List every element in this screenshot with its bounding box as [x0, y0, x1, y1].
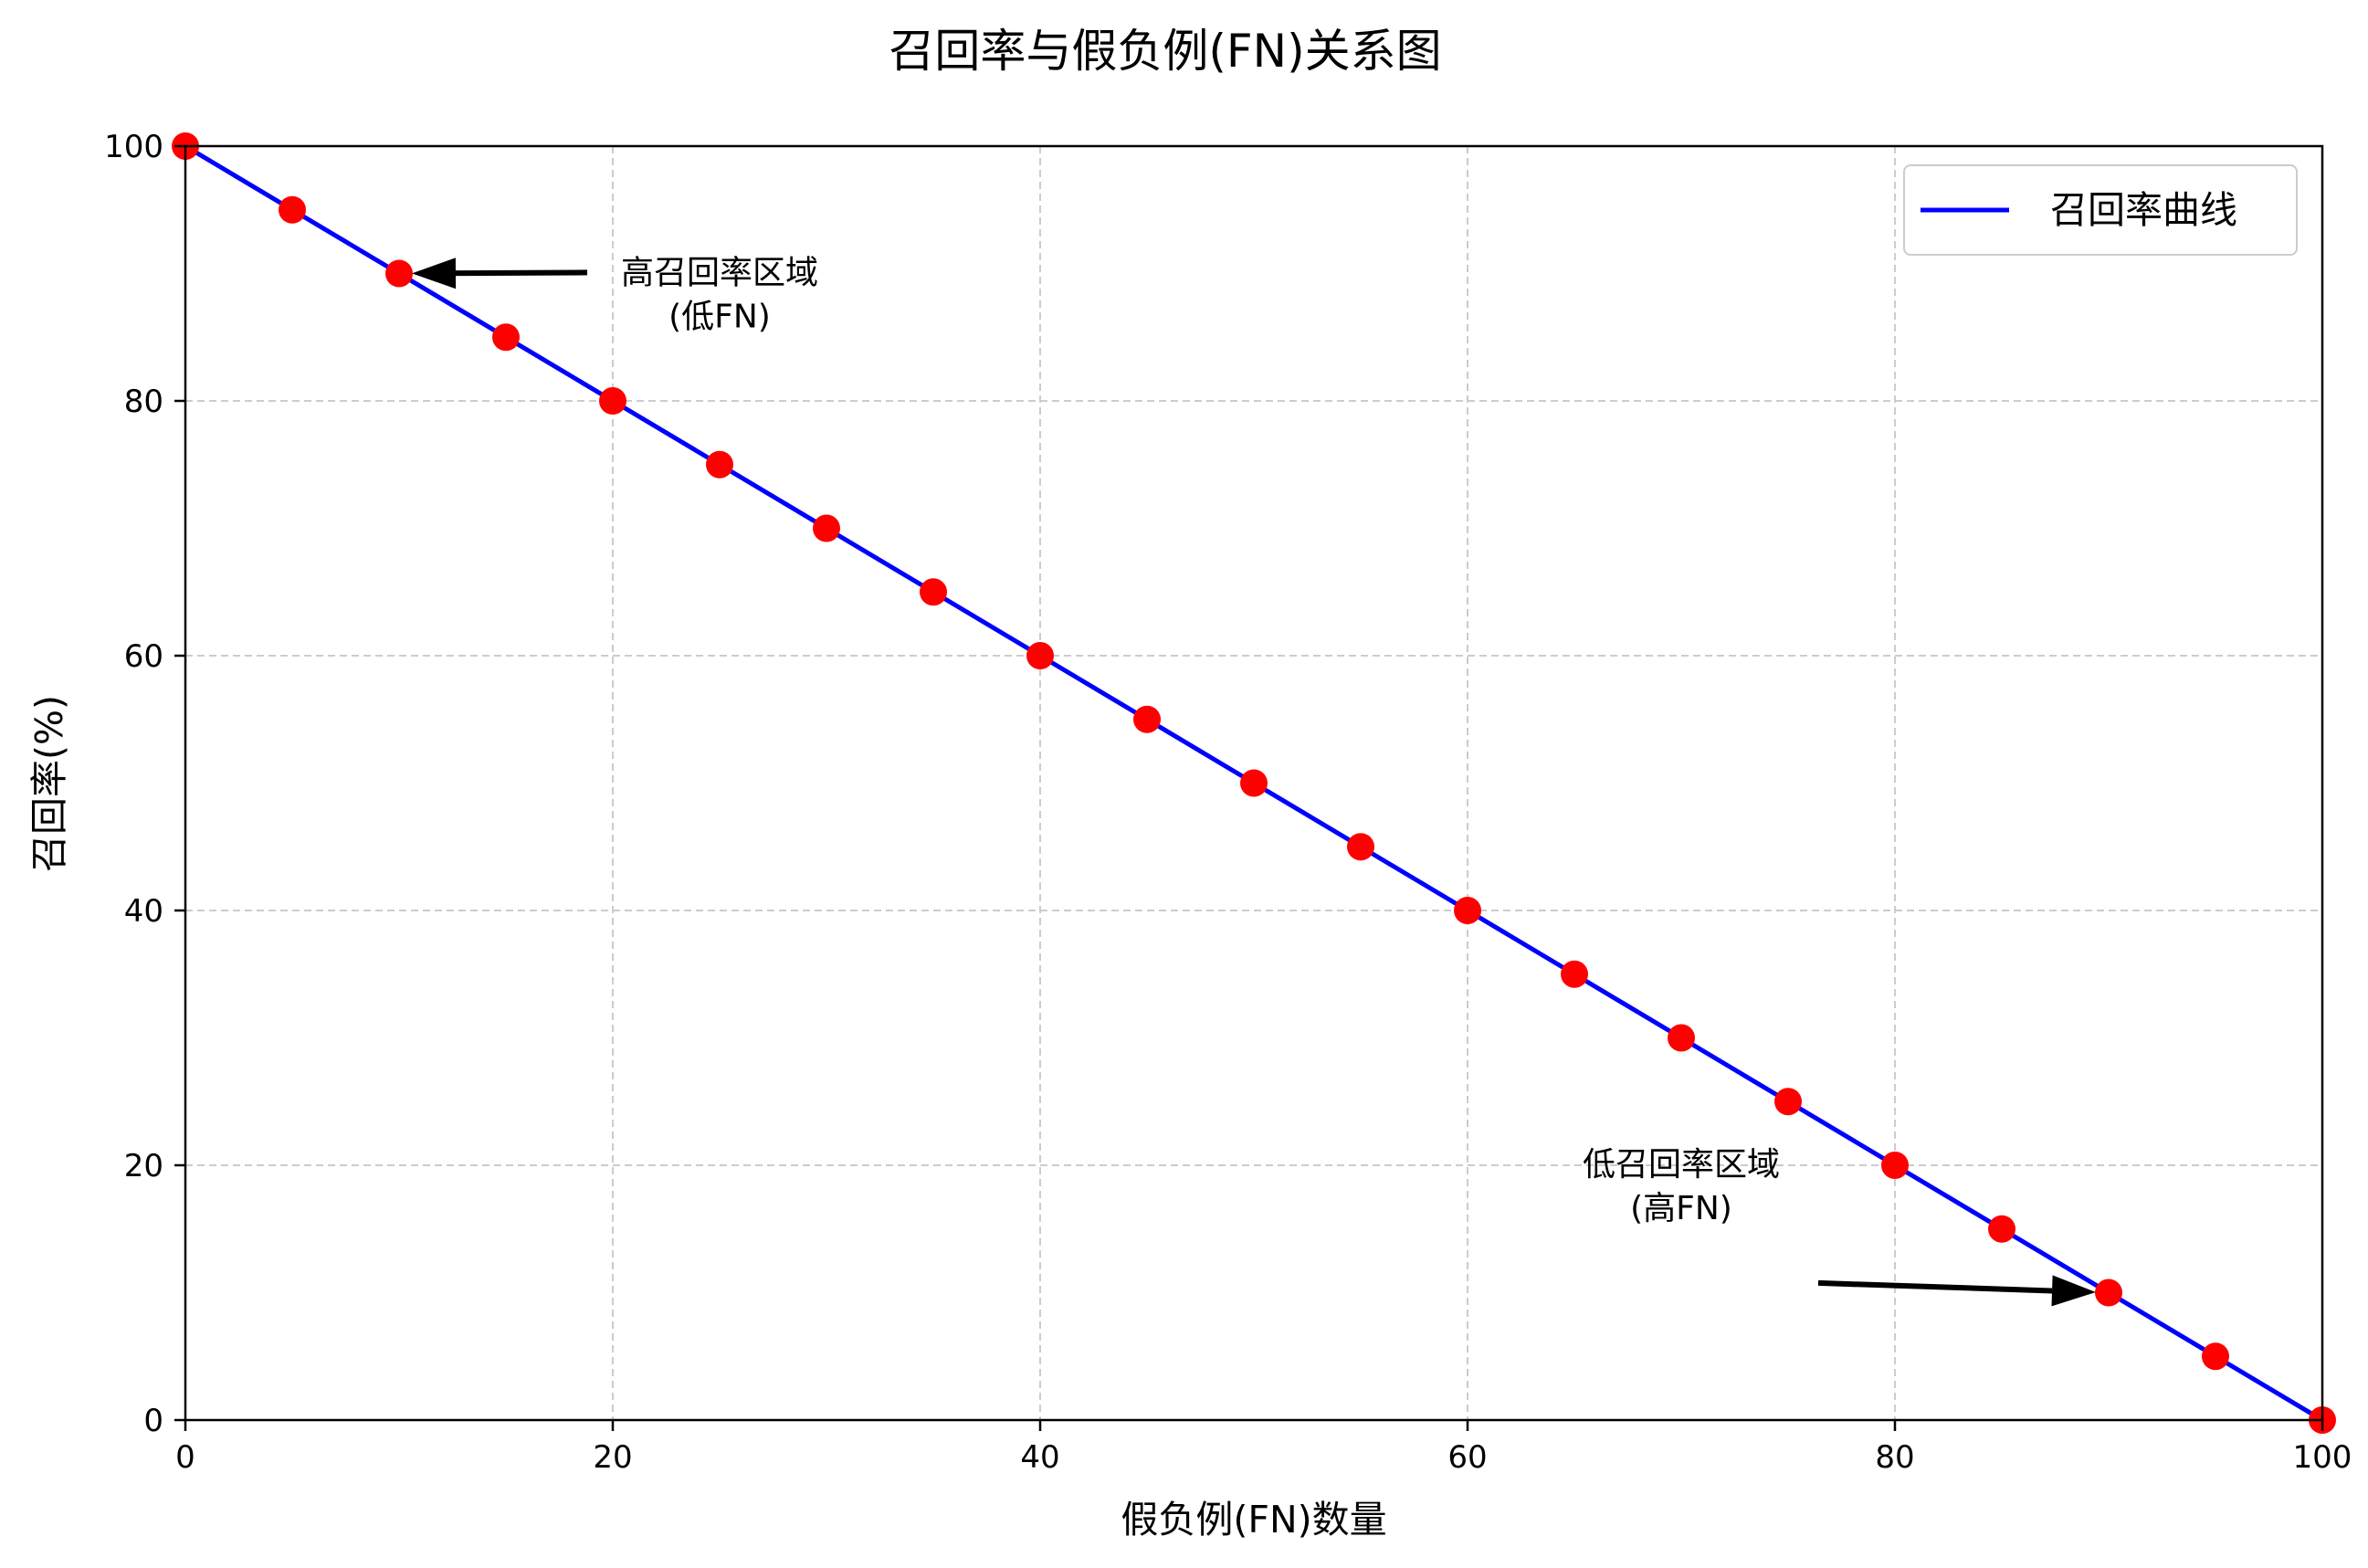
- data-point: [492, 323, 520, 352]
- annotation-arrow-head: [412, 258, 457, 289]
- data-point: [1881, 1152, 1909, 1179]
- legend-label: 召回率曲线: [2050, 188, 2237, 232]
- data-point: [1454, 897, 1481, 924]
- annotation-text-line: 低召回率区域: [1583, 1146, 1780, 1184]
- x-tick-label: 0: [175, 1439, 195, 1476]
- y-tick-label: 60: [124, 638, 163, 675]
- data-point: [920, 578, 947, 606]
- data-point: [2095, 1279, 2122, 1307]
- data-point: [1347, 833, 1374, 861]
- annotation-arrow-head: [2051, 1275, 2096, 1307]
- data-point: [1240, 769, 1268, 797]
- y-tick-label: 100: [104, 129, 163, 165]
- x-axis-label: 假负例(FN)数量: [1121, 1498, 1386, 1542]
- annotation-text-line: (低FN): [668, 298, 771, 335]
- y-tick-label: 80: [124, 384, 163, 420]
- y-tick-label: 20: [124, 1148, 163, 1184]
- y-tick-label: 40: [124, 893, 163, 930]
- data-point: [385, 259, 413, 288]
- data-point: [599, 387, 626, 415]
- legend: 召回率曲线: [1903, 164, 2298, 256]
- x-tick-label: 80: [1875, 1439, 1914, 1476]
- annotation-arrow-shaft: [455, 269, 588, 277]
- x-tick-label: 100: [2293, 1439, 2352, 1476]
- data-point: [706, 450, 733, 479]
- series-layer: [172, 132, 2336, 1434]
- data-point: [813, 514, 840, 542]
- tick-layer: 0 20 40 60 80 100 0 20 40 60 80 100: [104, 129, 2352, 1476]
- annotation-text-line: 高召回率区域: [621, 254, 818, 291]
- x-tick-label: 20: [593, 1439, 632, 1476]
- annotation-text: 低召回率区域 (高FN): [1583, 1146, 1780, 1227]
- data-point: [1026, 642, 1054, 669]
- data-point: [2202, 1342, 2229, 1371]
- axes-frame: [184, 144, 2324, 1422]
- axes-frame-layer: [184, 144, 2324, 1422]
- annotation-layer: 高召回率区域 (低FN) 低召回率区域 (高FN): [412, 254, 2096, 1307]
- x-tick-label: 40: [1020, 1439, 1059, 1476]
- annotation-text-line: (高FN): [1630, 1190, 1732, 1227]
- data-point: [1668, 1024, 1695, 1052]
- data-point: [1561, 960, 1588, 988]
- data-point: [279, 195, 306, 224]
- annotation-arrow-shaft: [1817, 1279, 2053, 1294]
- data-point: [1133, 705, 1161, 733]
- x-tick-label: 60: [1447, 1439, 1487, 1476]
- y-axis-label: 召回率(%): [27, 695, 71, 872]
- chart-title: 召回率与假负例(FN)关系图: [889, 25, 1441, 78]
- y-tick-label: 0: [143, 1403, 163, 1439]
- legend-box: [1903, 164, 2298, 256]
- data-point: [1988, 1215, 2015, 1243]
- annotation-text: 高召回率区域 (低FN): [621, 254, 818, 335]
- data-point: [1774, 1088, 1802, 1116]
